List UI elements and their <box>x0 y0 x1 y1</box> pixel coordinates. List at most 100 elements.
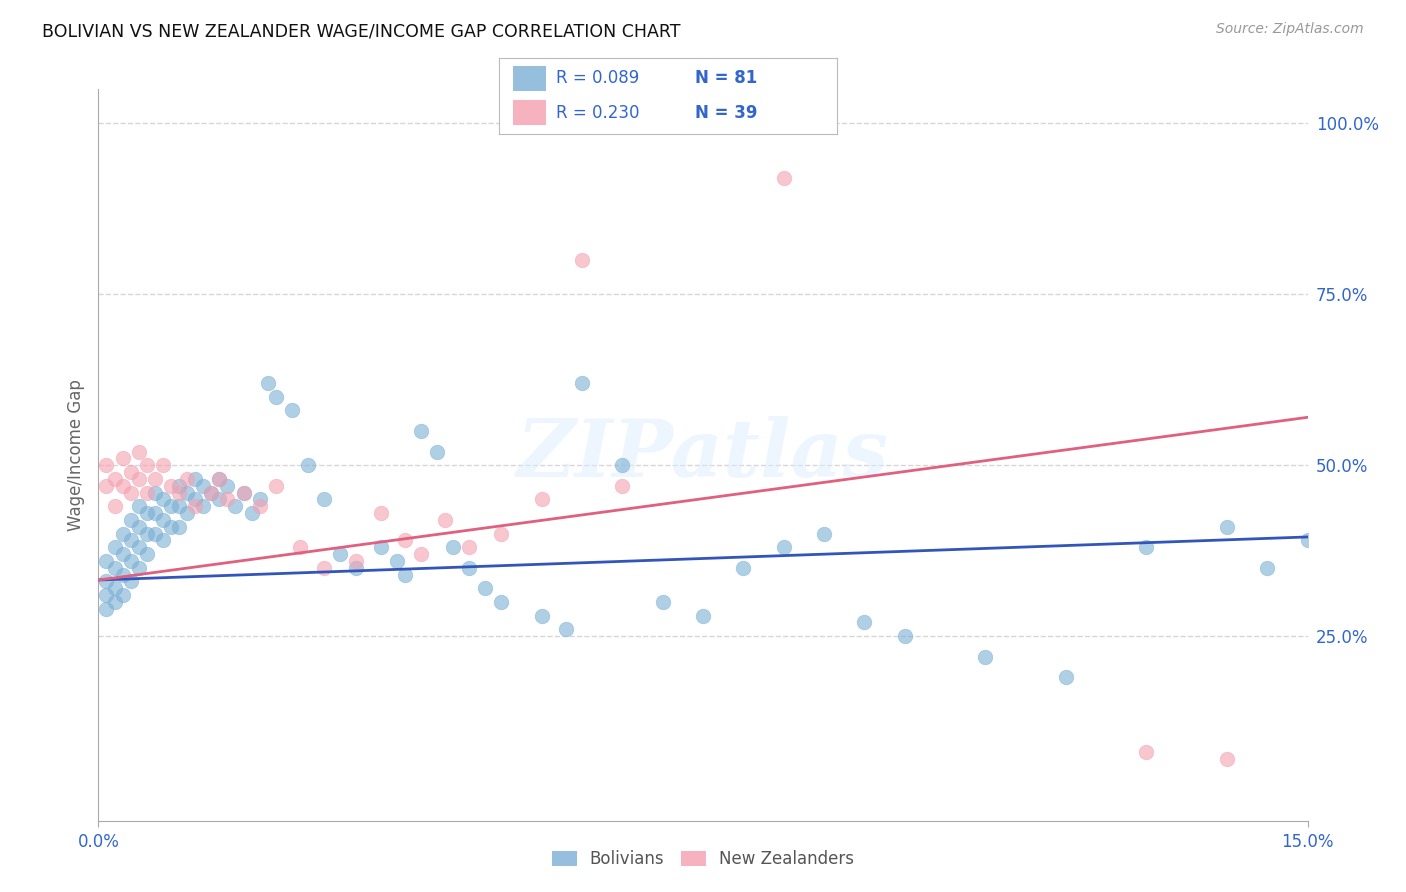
Point <box>208 472 231 486</box>
Point <box>1296 533 1319 548</box>
Point <box>208 492 231 507</box>
Point <box>297 458 319 472</box>
Point <box>288 540 311 554</box>
Point <box>176 485 198 500</box>
Point <box>281 403 304 417</box>
Point <box>651 595 673 609</box>
Point <box>772 171 794 186</box>
Point <box>1135 745 1157 759</box>
Point <box>974 649 997 664</box>
Point <box>224 499 246 513</box>
Point <box>120 465 142 479</box>
Point <box>458 540 481 554</box>
Point <box>135 547 157 561</box>
Point <box>167 519 190 533</box>
Point <box>409 547 432 561</box>
Point <box>491 526 513 541</box>
Point <box>96 574 118 589</box>
Point <box>409 424 432 438</box>
Point <box>314 560 336 574</box>
Point <box>103 560 125 574</box>
Point <box>344 560 367 574</box>
Point <box>152 513 174 527</box>
Point <box>1135 540 1157 554</box>
Point <box>1054 670 1077 684</box>
Point <box>200 485 222 500</box>
Point <box>128 540 150 554</box>
Point <box>167 485 190 500</box>
Point <box>733 560 755 574</box>
Point <box>96 588 118 602</box>
Point <box>143 506 166 520</box>
Bar <box>513 101 547 125</box>
Point <box>128 444 150 458</box>
Point <box>152 533 174 548</box>
Point <box>128 472 150 486</box>
Point <box>772 540 794 554</box>
Point <box>96 458 118 472</box>
Point <box>103 472 125 486</box>
Point <box>491 595 513 609</box>
Point <box>370 540 392 554</box>
Point <box>530 608 553 623</box>
Point <box>612 458 634 472</box>
Point <box>232 485 254 500</box>
Point <box>120 533 142 548</box>
Point <box>152 458 174 472</box>
Point <box>329 547 352 561</box>
Point <box>120 554 142 568</box>
Point <box>474 581 496 595</box>
Point <box>96 478 118 492</box>
Point <box>128 499 150 513</box>
Point <box>135 506 157 520</box>
Text: N = 81: N = 81 <box>695 70 756 87</box>
Point <box>370 506 392 520</box>
Point <box>264 478 287 492</box>
Point <box>344 554 367 568</box>
Point <box>103 595 125 609</box>
Point <box>555 622 578 636</box>
Text: BOLIVIAN VS NEW ZEALANDER WAGE/INCOME GAP CORRELATION CHART: BOLIVIAN VS NEW ZEALANDER WAGE/INCOME GA… <box>42 22 681 40</box>
Text: R = 0.230: R = 0.230 <box>557 103 640 121</box>
Point <box>184 499 207 513</box>
Point <box>135 458 157 472</box>
Point <box>160 478 183 492</box>
Point <box>458 560 481 574</box>
Point <box>813 526 835 541</box>
Point <box>160 519 183 533</box>
Point <box>200 485 222 500</box>
Point <box>240 506 263 520</box>
Point <box>176 506 198 520</box>
Point <box>232 485 254 500</box>
Point <box>103 540 125 554</box>
Point <box>1216 519 1239 533</box>
Text: Source: ZipAtlas.com: Source: ZipAtlas.com <box>1216 22 1364 37</box>
Point <box>893 629 915 643</box>
Point <box>111 588 134 602</box>
Point <box>394 567 416 582</box>
Text: N = 39: N = 39 <box>695 103 758 121</box>
Point <box>426 444 449 458</box>
Point <box>96 601 118 615</box>
Point <box>111 451 134 466</box>
Point <box>264 390 287 404</box>
Point <box>184 472 207 486</box>
Text: R = 0.089: R = 0.089 <box>557 70 640 87</box>
Y-axis label: Wage/Income Gap: Wage/Income Gap <box>66 379 84 531</box>
Point <box>120 485 142 500</box>
Point <box>143 526 166 541</box>
Point <box>571 253 593 268</box>
Point <box>128 519 150 533</box>
Bar <box>513 66 547 91</box>
Point <box>249 492 271 507</box>
Point <box>441 540 464 554</box>
Point <box>249 499 271 513</box>
Point <box>217 478 239 492</box>
Point <box>111 526 134 541</box>
Point <box>120 574 142 589</box>
Point <box>152 492 174 507</box>
Point <box>103 581 125 595</box>
Point <box>612 478 634 492</box>
Point <box>111 478 134 492</box>
Point <box>256 376 278 391</box>
